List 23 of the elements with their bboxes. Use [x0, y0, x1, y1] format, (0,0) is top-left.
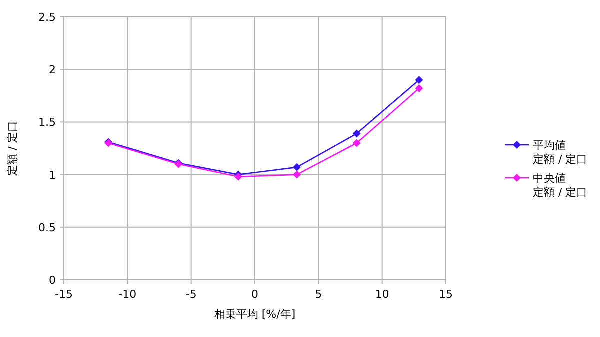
x-tick-label: -10 [118, 288, 137, 301]
y-tick-label: 2 [49, 64, 56, 77]
x-tick-label: 15 [439, 288, 453, 301]
point [293, 170, 302, 179]
y-tick-label: 0 [49, 274, 56, 287]
point [293, 163, 302, 172]
x-tick-label: 10 [375, 288, 390, 301]
y-tick-label: 1 [49, 168, 56, 182]
legend-label: 中央値定額 / 定口 [533, 172, 588, 199]
legend-label: 平均値定額 / 定口 [533, 139, 588, 166]
y-tick-label: 2.5 [38, 11, 56, 24]
point [415, 84, 424, 93]
x-axis-title: 相乗平均 [%/年] [214, 308, 296, 321]
y-axis-title: 定額 / 定口 [6, 121, 19, 176]
y-tick-label: 1.5 [38, 116, 56, 130]
point [415, 76, 424, 84]
x-tick-label: -15 [55, 288, 73, 301]
y-tick-label: 0.5 [38, 221, 56, 234]
x-tick-label: 5 [315, 288, 322, 301]
point [352, 139, 361, 148]
x-tick-label: -5 [186, 288, 197, 301]
x-tick-label: 0 [252, 288, 258, 301]
point [352, 130, 361, 138]
